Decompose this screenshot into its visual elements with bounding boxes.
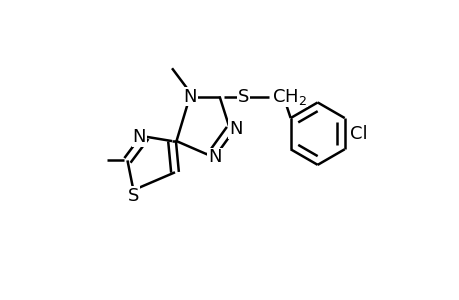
Text: S: S xyxy=(237,88,248,106)
Text: N: N xyxy=(183,88,196,106)
Text: N: N xyxy=(229,120,242,138)
Text: Cl: Cl xyxy=(350,125,367,143)
Text: N: N xyxy=(208,148,221,166)
Text: CH$_2$: CH$_2$ xyxy=(271,86,306,106)
Text: S: S xyxy=(128,187,139,205)
Text: N: N xyxy=(132,128,146,146)
